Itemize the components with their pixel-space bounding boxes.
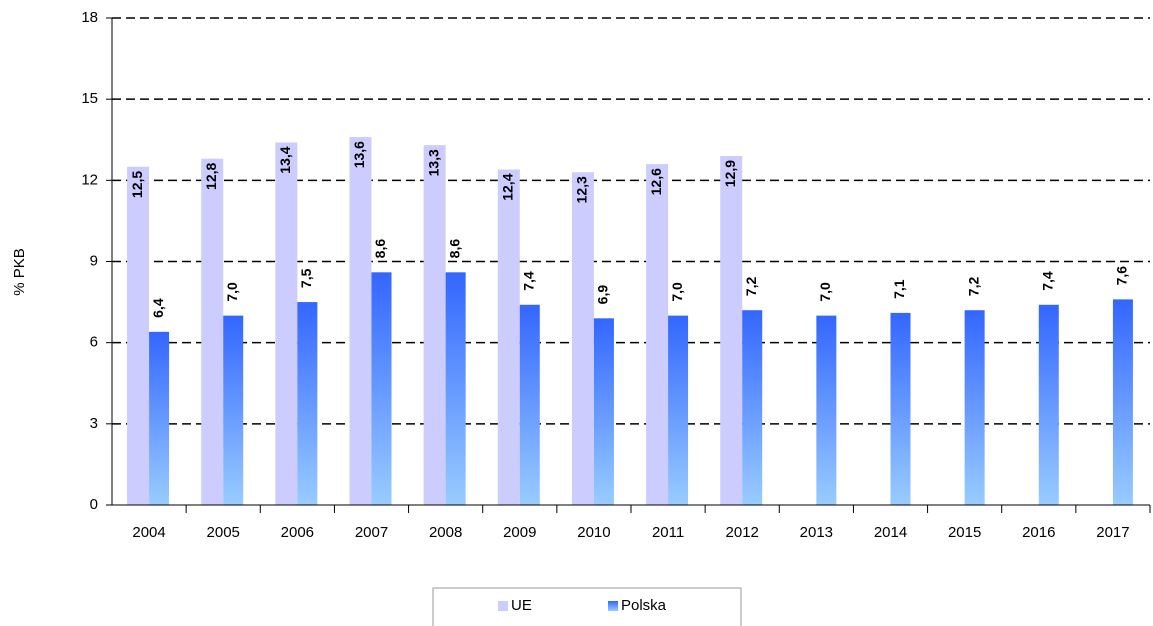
y-axis-label: % PKB [11,248,28,296]
value-label: 12,5 [129,171,145,198]
bar [720,155,743,505]
bar [964,310,985,505]
x-tick-label: 2016 [1022,524,1055,541]
bar [1038,304,1059,505]
bar [519,304,540,505]
value-label: 7,6 [1114,266,1130,286]
bar [371,272,392,505]
value-label: 7,2 [743,277,759,297]
legend-box [432,587,742,626]
x-tick-label: 2015 [948,524,981,541]
value-label: 6,9 [595,285,611,305]
x-tick-label: 2007 [355,524,388,541]
y-tick-label: 15 [81,90,98,107]
value-label: 8,6 [372,239,388,259]
bar [890,312,911,505]
x-tick-label: 2013 [800,524,833,541]
bar [1112,299,1133,505]
y-tick-label: 12 [81,171,98,188]
y-tick-label: 6 [90,334,98,351]
bar [127,166,150,506]
value-label: 12,4 [499,173,515,200]
y-tick-label: 3 [90,415,98,432]
value-label: 8,6 [446,239,462,259]
value-label: 7,0 [669,282,685,302]
value-label: 13,3 [425,149,441,176]
x-tick-label: 2014 [874,524,907,541]
legend-label: Polska [621,597,667,614]
value-label: 7,4 [520,271,536,291]
x-tick-label: 2017 [1096,524,1129,541]
value-label: 12,6 [648,168,664,195]
bar [497,169,520,505]
value-label: 7,0 [817,282,833,302]
x-tick-label: 2011 [652,524,684,541]
value-label: 12,8 [203,162,219,189]
value-label: 7,2 [965,277,981,297]
value-label: 12,9 [722,160,738,187]
x-tick-label: 2012 [726,524,759,541]
value-label: 13,4 [277,146,293,173]
bar [423,145,446,505]
y-tick-label: 9 [90,252,98,269]
value-label: 13,6 [351,141,367,168]
bar [223,315,244,505]
bar [571,172,594,505]
bar [646,164,669,505]
value-label: 7,4 [1039,271,1055,291]
x-tick-label: 2008 [429,524,462,541]
bar [668,315,689,505]
x-tick-label: 2006 [281,524,314,541]
value-label: 7,0 [224,282,240,302]
value-label: 12,3 [574,176,590,203]
bar [593,318,614,505]
bar [201,158,224,505]
value-label: 7,1 [891,279,907,299]
y-tick-label: 18 [81,9,98,26]
x-tick-label: 2009 [503,524,536,541]
bar [349,137,372,506]
bar [816,315,837,505]
legend-swatch [498,601,508,611]
legend-label: UE [511,597,532,614]
x-tick-label: 2004 [132,524,165,541]
bar [445,272,466,505]
y-tick-label: 0 [90,496,98,513]
bar [742,310,763,505]
bar [297,302,318,505]
value-label: 6,4 [150,298,166,318]
bar [275,142,298,505]
x-tick-label: 2005 [207,524,240,541]
legend-swatch [608,601,618,611]
x-tick-label: 2010 [577,524,610,541]
value-label: 7,5 [298,268,314,288]
bar [149,331,170,505]
